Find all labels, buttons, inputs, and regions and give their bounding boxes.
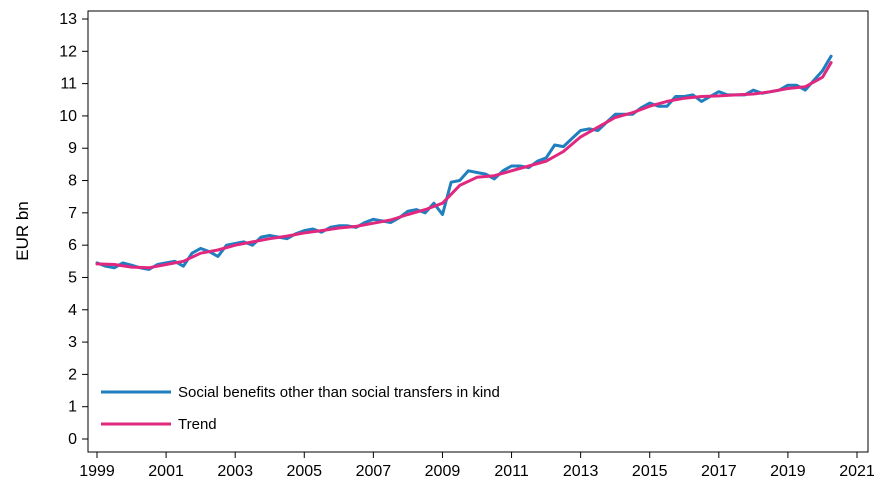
x-tick-label: 2017 <box>701 463 737 480</box>
legend-label-social-benefits: Social benefits other than social transf… <box>178 384 500 401</box>
plot-frame <box>87 10 869 453</box>
y-tick-label: 11 <box>60 76 77 93</box>
y-axis-label: EUR bn <box>13 201 32 261</box>
x-tick-label: 2019 <box>770 463 806 480</box>
legend-background <box>92 373 630 439</box>
y-tick-label: 4 <box>68 302 77 319</box>
x-tick-label: 2011 <box>494 463 529 480</box>
y-tick-label: 6 <box>68 237 77 254</box>
y-tick-label: 7 <box>68 205 77 222</box>
legend-label-trend: Trend <box>178 416 217 433</box>
y-tick-label: 3 <box>68 334 77 351</box>
legend: Social benefits other than social transf… <box>92 373 630 439</box>
y-tick-label: 9 <box>68 140 77 157</box>
y-tick-label: 5 <box>68 269 77 286</box>
x-tick-label: 2021 <box>839 463 875 480</box>
x-tick-label: 2013 <box>563 463 599 480</box>
x-axis: 1999 2001 2003 2005 2007 2009 2011 2013 2015 2017… <box>79 452 875 480</box>
y-tick-label: 1 <box>68 399 77 416</box>
y-tick-label: 2 <box>68 366 77 383</box>
y-tick-label: 0 <box>68 431 77 448</box>
y-tick-label: 13 <box>59 11 77 28</box>
x-tick-label: 2003 <box>217 463 253 480</box>
x-tick-label: 1999 <box>79 463 115 480</box>
x-tick-label: 2007 <box>356 463 392 480</box>
series-line-social-benefits <box>95 54 833 271</box>
y-tick-label: 10 <box>59 108 77 125</box>
x-tick-label: 2005 <box>286 463 322 480</box>
x-tick-label: 2015 <box>632 463 668 480</box>
x-tick-label: 2009 <box>425 463 461 480</box>
y-tick-label: 8 <box>68 173 77 190</box>
series-layer <box>95 54 833 271</box>
y-tick-label: 12 <box>59 43 77 60</box>
x-tick-label: 2001 <box>148 463 184 480</box>
series-line-trend <box>95 61 833 270</box>
